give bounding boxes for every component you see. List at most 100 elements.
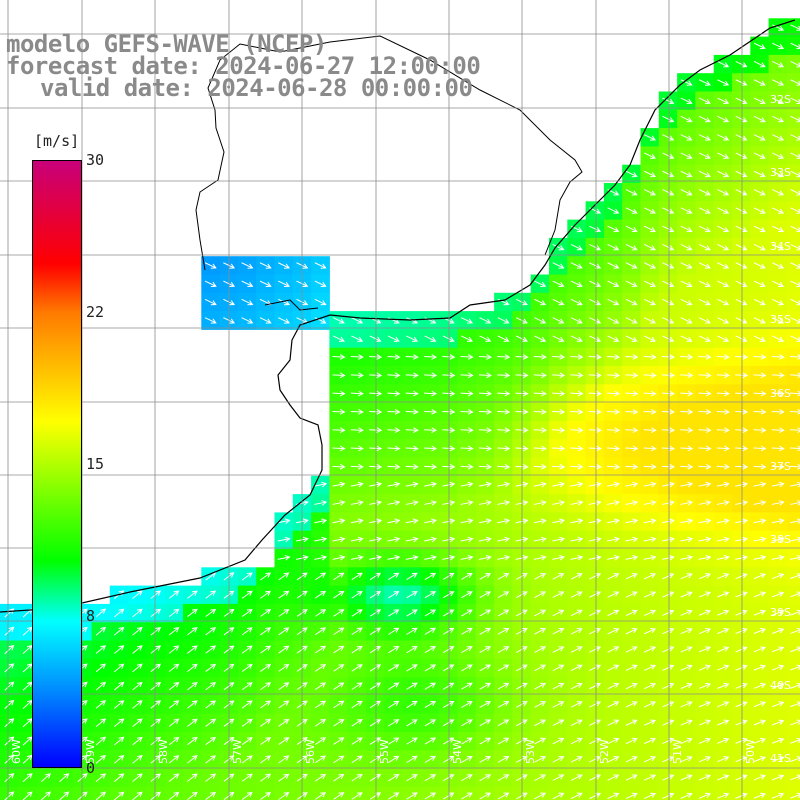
- wind-arrow: [625, 354, 639, 360]
- wind-arrow: [588, 372, 602, 379]
- wind-arrow: [753, 60, 766, 68]
- wind-arrow: [698, 152, 711, 159]
- wind-arrow: [241, 755, 253, 764]
- wind-arrow: [533, 463, 547, 470]
- wind-arrow: [132, 791, 143, 800]
- wind-arrow: [772, 317, 785, 324]
- wind-arrow: [662, 646, 675, 653]
- wind-arrow: [680, 756, 693, 763]
- wind-arrow: [534, 792, 547, 800]
- wind-arrow: [607, 555, 620, 561]
- wind-arrow: [204, 262, 217, 269]
- wind-arrow: [625, 646, 638, 653]
- wind-arrow: [278, 262, 290, 269]
- wind-arrow: [644, 335, 656, 342]
- wind-arrow: [552, 792, 565, 800]
- wind-arrow: [735, 792, 748, 799]
- wind-arrow: [260, 682, 272, 691]
- wind-arrow: [479, 627, 492, 635]
- wind-arrow: [772, 79, 785, 86]
- wind-arrow: [277, 536, 291, 543]
- wind-arrow: [662, 756, 675, 763]
- wind-arrow: [753, 390, 767, 397]
- wind-arrow: [772, 335, 785, 342]
- wind-arrow: [717, 298, 730, 306]
- wind-arrow: [607, 243, 620, 251]
- wind-arrow: [552, 409, 566, 415]
- wind-arrow: [95, 754, 107, 764]
- wind-arrow: [607, 262, 620, 269]
- wind-arrow: [461, 609, 473, 617]
- wind-arrow: [771, 445, 785, 452]
- wind-arrow: [570, 555, 584, 561]
- wind-arrow: [168, 663, 180, 673]
- wind-arrow: [351, 335, 364, 342]
- wind-arrow: [662, 317, 675, 324]
- wind-arrow: [461, 774, 473, 782]
- wind-arrow: [735, 134, 748, 141]
- wind-arrow: [607, 481, 620, 488]
- wind-arrow: [387, 354, 401, 360]
- wind-arrow: [4, 772, 15, 783]
- wind-arrow: [387, 317, 400, 324]
- wind-arrow: [478, 390, 492, 397]
- wind-arrow: [168, 773, 180, 782]
- wind-arrow: [205, 682, 217, 691]
- wind-arrow: [187, 645, 198, 654]
- wind-arrow: [388, 591, 400, 599]
- wind-arrow: [479, 701, 492, 708]
- wind-arrow: [552, 719, 565, 727]
- wind-arrow: [314, 500, 328, 506]
- wind-arrow: [442, 682, 455, 690]
- wind-arrow: [589, 573, 602, 580]
- wind-arrow: [424, 372, 438, 379]
- wind-arrow: [405, 354, 419, 360]
- wind-arrow: [515, 409, 529, 415]
- wind-arrow: [332, 463, 346, 470]
- wind-arrow: [22, 644, 33, 655]
- wind-arrow: [607, 646, 620, 653]
- wind-arrow: [351, 572, 363, 581]
- wind-arrow: [461, 664, 473, 672]
- wind-arrow: [570, 609, 583, 617]
- wind-arrow: [406, 335, 419, 342]
- wind-arrow: [625, 427, 639, 433]
- wind-arrow: [753, 409, 767, 415]
- wind-arrow: [114, 773, 125, 782]
- wind-arrow: [735, 536, 749, 543]
- wind-arrow: [333, 609, 345, 617]
- wind-arrow: [753, 682, 767, 689]
- wind-arrow: [625, 207, 638, 214]
- wind-arrow: [643, 664, 657, 671]
- wind-arrow: [478, 427, 492, 433]
- wind-arrow: [497, 555, 511, 561]
- wind-arrow: [607, 792, 620, 800]
- wind-arrow: [351, 719, 363, 727]
- wind-arrow: [753, 207, 766, 214]
- wind-arrow: [205, 608, 217, 618]
- wind-arrow: [790, 409, 800, 415]
- wind-arrow: [753, 152, 766, 159]
- wind-arrow: [387, 536, 401, 543]
- wind-speed-cell: [567, 786, 587, 800]
- wind-arrow: [661, 518, 675, 524]
- wind-arrow: [278, 317, 290, 324]
- wind-arrow: [205, 645, 217, 654]
- wind-arrow: [534, 719, 547, 727]
- wind-arrow: [461, 317, 473, 324]
- wind-arrow: [735, 152, 748, 159]
- wind-arrow: [717, 664, 730, 671]
- wind-arrow: [22, 699, 33, 709]
- wind-arrow: [205, 718, 217, 727]
- wind-arrow: [406, 792, 418, 800]
- wind-arrow: [790, 390, 800, 397]
- wind-arrow: [460, 445, 474, 452]
- wind-arrow: [461, 737, 473, 745]
- wind-arrow: [625, 591, 638, 598]
- lon-label: 59W: [84, 739, 97, 764]
- wind-arrow: [698, 354, 712, 360]
- wind-arrow: [387, 372, 401, 379]
- wind-arrow: [4, 754, 15, 764]
- wind-arrow: [4, 608, 15, 618]
- wind-arrow: [735, 60, 748, 68]
